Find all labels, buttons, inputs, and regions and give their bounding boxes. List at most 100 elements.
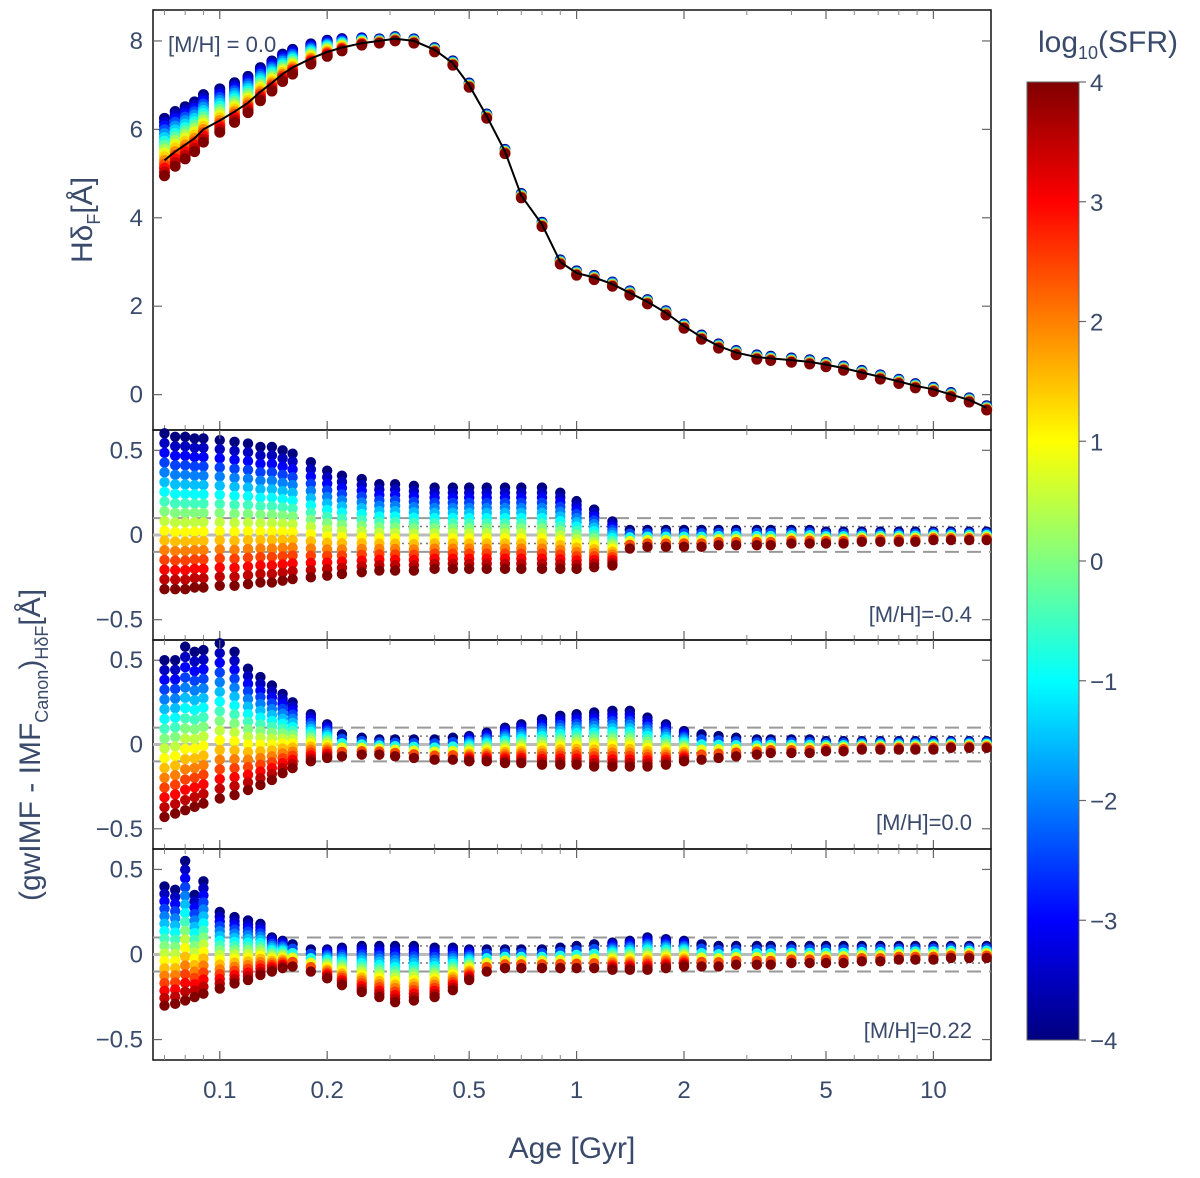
data-point	[607, 761, 618, 772]
data-point	[214, 676, 225, 688]
data-point	[287, 68, 299, 80]
data-point	[277, 502, 288, 513]
data-point	[169, 674, 181, 685]
data-point	[429, 754, 440, 765]
data-point	[305, 492, 317, 504]
data-point	[981, 742, 992, 754]
data-point	[804, 358, 816, 370]
x-tick-label: 0.2	[310, 1077, 343, 1104]
data-point	[189, 526, 200, 537]
data-point	[751, 959, 763, 970]
data-point	[214, 735, 225, 746]
data-point	[242, 508, 254, 520]
data-point	[198, 535, 209, 547]
data-point	[198, 788, 209, 800]
data-point	[169, 507, 181, 519]
data-point	[159, 447, 170, 459]
data-point	[336, 751, 348, 762]
data-point	[169, 789, 181, 800]
data-point	[374, 749, 385, 760]
data-point	[804, 538, 815, 549]
data-point	[838, 538, 849, 549]
data-point	[713, 961, 724, 972]
data-point	[820, 957, 832, 969]
data-point	[856, 744, 868, 755]
data-point	[571, 962, 582, 974]
data-point	[255, 484, 266, 495]
data-point	[242, 526, 254, 537]
data-point	[242, 777, 254, 788]
data-point	[554, 258, 566, 270]
data-point	[305, 500, 317, 511]
data-point	[447, 985, 459, 996]
data-point	[229, 517, 240, 529]
data-point	[179, 641, 191, 652]
data-point	[229, 436, 240, 448]
data-point	[229, 116, 241, 128]
data-point	[214, 471, 225, 482]
y-tick-label: 0	[130, 942, 143, 969]
data-point	[179, 986, 191, 997]
data-point	[198, 731, 209, 742]
data-point	[536, 962, 548, 974]
data-point	[499, 962, 511, 974]
data-point	[179, 651, 191, 663]
data-point	[159, 801, 170, 813]
data-point	[336, 568, 348, 580]
data-point	[481, 966, 492, 977]
data-point	[169, 991, 181, 1002]
x-tick-label: 0.1	[203, 1077, 236, 1104]
data-point	[242, 701, 254, 712]
data-point	[607, 560, 618, 571]
data-point	[751, 539, 763, 551]
data-point	[169, 488, 181, 500]
data-point	[321, 973, 333, 984]
data-point	[981, 952, 992, 964]
data-point	[266, 517, 278, 529]
data-point	[678, 322, 690, 334]
data-point	[214, 754, 225, 765]
data-point	[214, 480, 225, 491]
data-point	[159, 554, 170, 566]
data-point	[336, 979, 348, 991]
data-point	[277, 567, 288, 578]
data-point	[229, 780, 240, 792]
data-point	[179, 899, 191, 910]
data-point	[277, 526, 288, 538]
data-point	[198, 582, 209, 593]
data-point	[287, 558, 298, 569]
data-point	[229, 655, 240, 666]
data-point	[179, 864, 191, 875]
data-point	[214, 647, 225, 659]
data-point	[189, 470, 200, 481]
data-point	[179, 526, 191, 538]
y-tick-label: 2	[130, 293, 143, 320]
data-point	[169, 574, 181, 585]
data-point	[242, 552, 254, 563]
data-point	[214, 562, 225, 573]
data-point	[169, 970, 181, 981]
data-point	[179, 934, 191, 945]
data-point	[765, 959, 776, 970]
data-point	[229, 472, 240, 484]
data-point	[255, 543, 266, 554]
data-point	[159, 752, 170, 764]
data-point	[179, 469, 191, 481]
data-point	[214, 715, 225, 727]
data-point	[305, 557, 317, 569]
data-point	[159, 978, 170, 989]
data-point	[242, 473, 254, 484]
data-point	[214, 489, 225, 500]
data-point	[266, 966, 278, 977]
data-point	[198, 712, 209, 723]
data-point	[159, 684, 170, 695]
y-tick-label: 8	[130, 28, 143, 55]
data-point	[266, 526, 278, 537]
panel-resid-m022: 0.5 0 −0.5 0.1 0.2 0.5 1 2 5 10	[96, 848, 992, 1104]
data-point	[242, 517, 254, 528]
data-point	[169, 948, 181, 960]
data-point	[287, 479, 298, 491]
data-point	[198, 461, 209, 472]
data-point	[255, 779, 266, 791]
data-point	[660, 541, 672, 553]
